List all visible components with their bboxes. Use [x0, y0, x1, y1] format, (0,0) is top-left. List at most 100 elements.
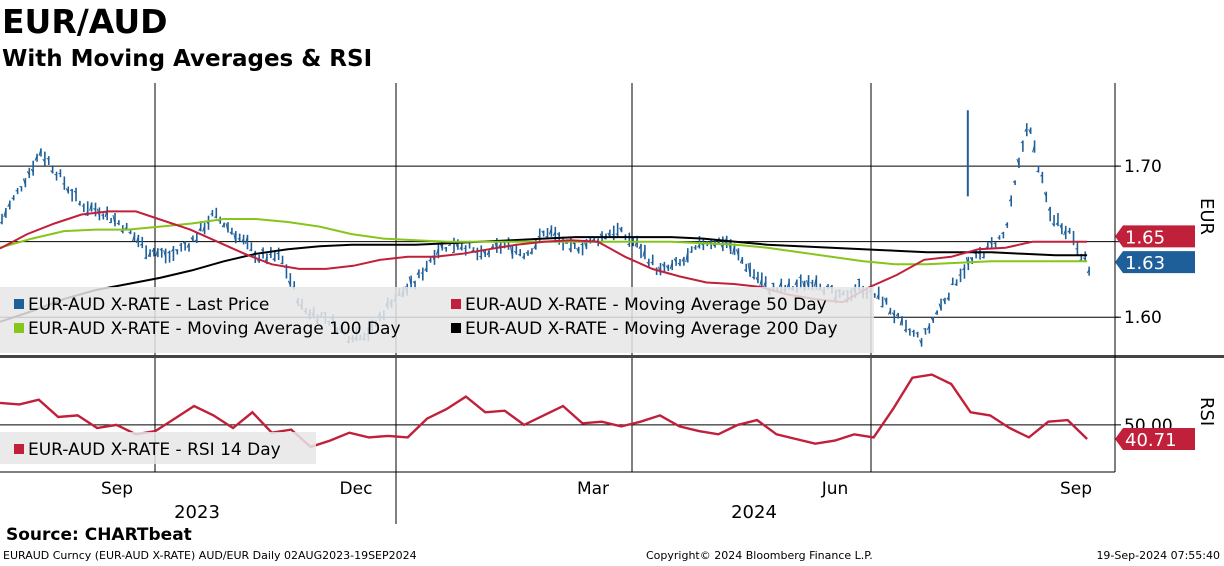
price-bar-open [685, 250, 689, 263]
price-bar-open [163, 250, 167, 258]
price-bar-open [681, 257, 685, 262]
price-bar-open [576, 247, 580, 253]
panel-separator [0, 355, 1224, 358]
price-bar-open [997, 237, 1000, 239]
price-bar-open [751, 276, 755, 279]
price-bar-open [229, 231, 233, 235]
legend-group: EUR-AUD X-RATE - Last Price EUR-AUD X-RAT… [0, 287, 874, 464]
price-bar-open [50, 170, 54, 174]
price-bar-open [435, 247, 439, 255]
legend-label: EUR-AUD X-RATE - Last Price [28, 295, 269, 315]
price-bar-open [533, 243, 537, 250]
price-bar-open [942, 298, 946, 303]
price-bar-open [38, 148, 42, 157]
price-bar-open [1020, 141, 1024, 144]
price-bar-open [938, 303, 942, 310]
price-bar-open [221, 223, 225, 228]
price-bar-open [810, 281, 813, 285]
timestamp: 19-Sep-2024 07:55:40 [1096, 549, 1220, 562]
price-bar-open [128, 231, 131, 234]
price-bar-open [42, 158, 46, 163]
price-bar-open [260, 249, 264, 252]
price-bar-open [112, 215, 116, 225]
price-bar-open [93, 207, 96, 211]
price-bar-open [646, 261, 650, 265]
price-bar-open [1063, 228, 1067, 236]
price-bar-open [728, 240, 732, 253]
price-bar-open [120, 230, 123, 232]
price-bar-open [891, 312, 895, 317]
rsi-line-series [0, 373, 1088, 449]
price-bar-open [1012, 181, 1016, 184]
price-bar-open [677, 262, 681, 266]
price-bar-open [182, 242, 186, 245]
price-bar-open [545, 235, 548, 238]
x-month-label: Mar [577, 479, 609, 499]
price-bar-open [903, 328, 907, 331]
price-bar-open [256, 259, 260, 263]
price-bar-open [962, 267, 965, 271]
currency-axis-label: EUR [1196, 198, 1217, 235]
price-bar-open [926, 324, 930, 330]
x-month-label: Jun [821, 479, 849, 499]
price-legend-bg [0, 287, 874, 353]
price-bar-open [1008, 198, 1012, 202]
price-bar-open [946, 296, 950, 300]
price-bar-open [911, 330, 914, 333]
price-bar-open [732, 244, 736, 255]
price-bar-open [985, 246, 988, 248]
price-bar-open [521, 255, 525, 258]
price-bar-open [693, 247, 696, 249]
moving-average-lines [0, 210, 1088, 323]
price-bar-open [202, 225, 206, 232]
price-bar-open [513, 250, 517, 254]
price-bar-open [89, 202, 93, 211]
price-last-tag-label: 1.63 [1125, 253, 1165, 274]
price-bar-open [541, 230, 544, 234]
ma50-last-tag-label: 1.65 [1125, 227, 1165, 248]
price-bar-open [813, 276, 817, 287]
price-bar-open [1028, 129, 1032, 134]
x-year-label: 2023 [174, 502, 220, 523]
price-bar-open [287, 280, 291, 286]
price-bar-open [981, 256, 985, 259]
price-bar-open [3, 209, 7, 218]
legend-label: EUR-AUD X-RATE - Moving Average 100 Day [28, 319, 401, 339]
price-bar-open [701, 243, 704, 246]
price-bar-open [7, 202, 11, 208]
legend-label: EUR-AUD X-RATE - Moving Average 200 Day [465, 319, 838, 339]
copyright: Copyright© 2024 Bloomberg Finance L.P. [646, 549, 873, 562]
price-bar-open [174, 248, 178, 252]
rsi-axis-label: RSI [1196, 397, 1217, 426]
price-bar-open [518, 254, 521, 256]
price-bar-open [584, 242, 587, 249]
price-bar-open [155, 248, 159, 257]
x-year-label: 2024 [731, 502, 777, 523]
price-bar-open [739, 257, 743, 264]
price-bar-open [479, 255, 482, 258]
price-bar-open [1036, 170, 1039, 173]
rsi-legend-bg [0, 432, 316, 464]
price-bar-open [1016, 158, 1020, 166]
price-bar-open [669, 262, 673, 270]
price-bar-open [135, 235, 139, 244]
price-bar-open [444, 247, 447, 249]
rsi-legend-swatch [14, 444, 24, 454]
price-bar-open [459, 245, 463, 250]
rsi-last-tag [1115, 428, 1195, 450]
price-bar-open [763, 280, 767, 287]
price-bar-open [1047, 206, 1051, 211]
price-bar-open [1051, 223, 1055, 226]
legend-swatch [451, 323, 461, 333]
price-bar-open [272, 257, 276, 261]
price-bar-open [887, 309, 891, 315]
price-bar-open [794, 280, 798, 286]
x-month-label: Sep [1060, 479, 1092, 499]
price-bar-open [954, 283, 957, 286]
price-bar-open [408, 276, 412, 286]
price-bar-open [529, 250, 533, 255]
rsi-legend-label: EUR-AUD X-RATE - RSI 14 Day [28, 440, 281, 460]
price-bar-open [30, 168, 34, 173]
price-bar-open [482, 250, 486, 255]
